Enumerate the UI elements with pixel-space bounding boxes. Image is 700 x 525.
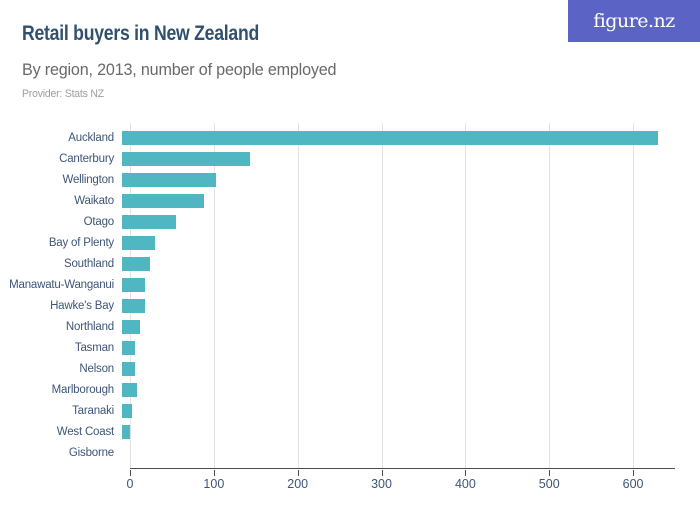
gridline [549,123,551,468]
axis-tick-label: 500 [538,477,560,491]
bar-marlborough [122,382,138,397]
bar-row-waikato: Waikato [0,190,700,211]
bar-track [122,446,675,460]
bar-track [122,214,675,229]
chart-title: Retail buyers in New Zealand [22,22,260,45]
gridline [213,123,215,468]
axis-tick-label: 200 [287,477,309,491]
axis-tick-label: 400 [454,477,476,491]
bar-track [122,256,675,271]
plot-area [130,123,675,469]
category-label-taranaki: Taranaki [72,404,114,417]
category-label-canterbury: Canterbury [59,152,114,165]
category-label-southland: Southland [64,257,114,270]
axis-tick [465,470,467,476]
bar-southland [122,256,151,271]
axis-tick-label: 100 [203,477,225,491]
category-label-northland: Northland [65,320,114,333]
bar-track [122,424,675,439]
bar-row-marlborough: Marlborough [0,379,700,400]
provider-attribution: Provider: Stats NZ [22,88,104,100]
bar-track [122,340,675,355]
bar-track [122,361,675,376]
category-label-manawatu-wanganui: Manawatu-Wanganui [9,278,114,291]
bar-rows: Auckland Canterbury Wellington Waikato Otago… [0,127,700,463]
category-label-auckland: Auckland [68,131,114,144]
bar-row-west-coast: West Coast [0,421,700,442]
category-label-nelson: Nelson [79,362,114,375]
bar-row-nelson: Nelson [0,358,700,379]
figurenz-logo-text: figure.nz [593,10,675,32]
bar-row-northland: Northland [0,316,700,337]
bar-row-hawke-s-bay: Hawke's Bay [0,295,700,316]
x-axis: 0 100 200 300 400 500 600 [126,470,675,500]
category-label-otago: Otago [83,215,115,228]
bar-waikato [122,193,204,208]
bar-row-tasman: Tasman [0,337,700,358]
figurenz-logo[interactable]: figure.nz [568,0,700,42]
axis-tick-label: 0 [126,477,134,491]
bar-row-auckland: Auckland [0,127,700,148]
axis-tick [213,470,215,476]
category-label-hawke-s-bay: Hawke's Bay [50,299,114,312]
bar-bay-of-plenty [122,235,156,250]
bar-manawatu-wanganui [122,277,145,292]
axis-tick-label: 300 [371,477,392,491]
category-label-bay-of-plenty: Bay of Plenty [48,236,114,249]
gridline [381,123,383,468]
bar-hawke-s-bay [122,298,145,313]
category-label-west-coast: West Coast [56,425,114,438]
category-label-waikato: Waikato [74,194,114,207]
gridline [130,123,131,468]
gridline [297,123,299,468]
bar-nelson [122,361,135,376]
bar-track [122,193,675,208]
category-label-wellington: Wellington [62,173,115,186]
bar-chart: Auckland Canterbury Wellington Waikato Otago… [0,123,700,513]
category-label-tasman: Tasman [74,341,114,354]
bar-tasman [122,340,135,355]
category-label-marlborough: Marlborough [51,383,115,396]
bar-row-manawatu-wanganui: Manawatu-Wanganui [0,274,700,295]
bar-taranaki [122,403,133,418]
bar-row-otago: Otago [0,211,700,232]
bar-track [122,235,675,250]
axis-tick [297,470,299,476]
bar-auckland [122,130,658,145]
bar-track [122,403,675,418]
axis-tick [549,470,551,476]
gridline [633,123,635,468]
bar-row-taranaki: Taranaki [0,400,700,421]
chart-subtitle: By region, 2013, number of people employ… [22,60,337,79]
bar-otago [122,214,176,229]
axis-tick [633,470,635,476]
bar-track [122,319,675,334]
gridline [465,123,467,468]
category-label-gisborne: Gisborne [68,446,114,459]
bar-row-bay-of-plenty: Bay of Plenty [0,232,700,253]
axis-tick [130,470,131,476]
bar-track [122,298,675,313]
bar-west-coast [122,424,130,439]
bar-track [122,130,675,145]
bar-northland [122,319,140,334]
bar-track [122,277,675,292]
bar-row-canterbury: Canterbury [0,148,700,169]
bar-track [122,151,675,166]
bar-canterbury [122,151,250,166]
bar-wellington [122,172,217,187]
axis-tick [381,470,383,476]
bar-row-wellington: Wellington [0,169,700,190]
bar-track [122,382,675,397]
bar-track [122,172,675,187]
bar-row-southland: Southland [0,253,700,274]
axis-tick-label: 600 [622,477,644,491]
bar-row-gisborne: Gisborne [0,442,700,463]
